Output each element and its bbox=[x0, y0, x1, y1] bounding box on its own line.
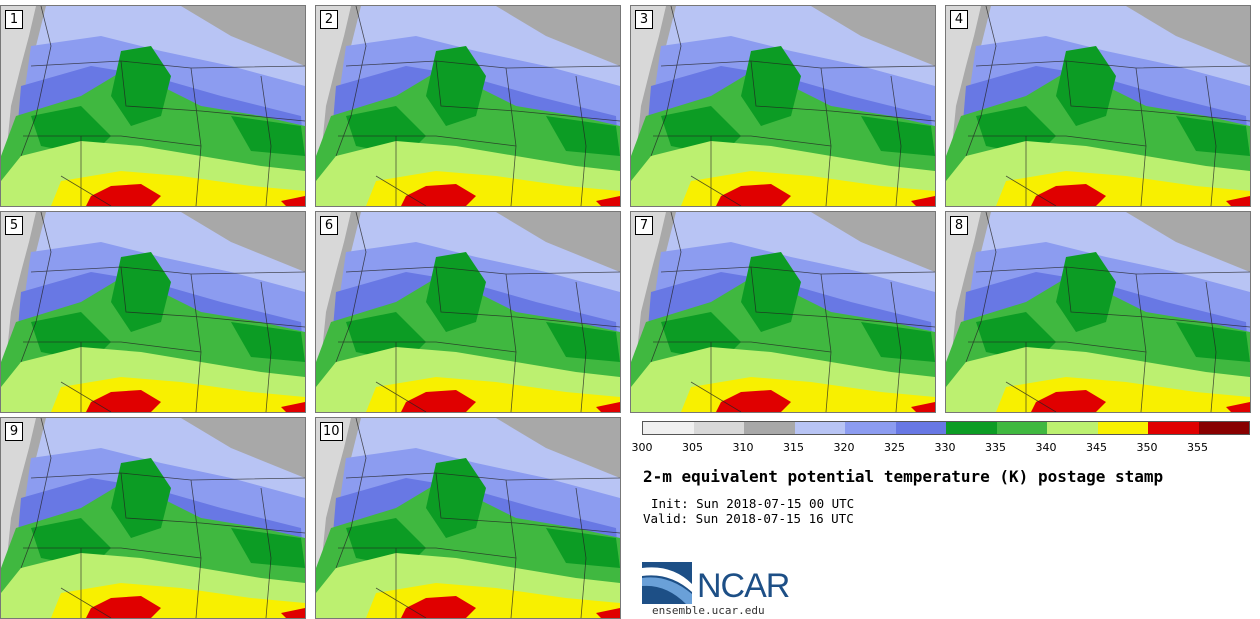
map-6 bbox=[316, 212, 620, 412]
map-2 bbox=[316, 6, 620, 206]
stamp-number: 2 bbox=[320, 10, 338, 29]
colorbar-tick-label: 315 bbox=[783, 441, 804, 454]
colorbar-segment bbox=[643, 422, 694, 434]
valid-time: Valid: Sun 2018-07-15 16 UTC bbox=[643, 511, 854, 526]
stamp-number: 7 bbox=[635, 216, 653, 235]
map-9 bbox=[1, 418, 305, 618]
stamp-panel-6: 6 bbox=[315, 211, 621, 413]
colorbar-tick-label: 305 bbox=[682, 441, 703, 454]
colorbar-tick-label: 300 bbox=[631, 441, 653, 454]
stamp-number: 8 bbox=[950, 216, 968, 235]
stamp-number: 6 bbox=[320, 216, 338, 235]
stamp-panel-8: 8 bbox=[945, 211, 1251, 413]
colorbar-tick-label: 355 bbox=[1187, 441, 1208, 454]
colorbar-segment bbox=[1148, 422, 1199, 434]
colorbar-segment bbox=[794, 422, 845, 434]
map-1 bbox=[1, 6, 305, 206]
colorbar-segment bbox=[946, 422, 997, 434]
colorbar-tick-label: 330 bbox=[934, 441, 956, 454]
stamp-panel-7: 7 bbox=[630, 211, 936, 413]
colorbar-segment bbox=[996, 422, 1047, 434]
ncar-logo-text: NCAR bbox=[697, 567, 790, 605]
stamp-panel-1: 1 bbox=[0, 5, 306, 207]
stamp-panel-10: 10 bbox=[315, 417, 621, 619]
colorbar-tick-label: 320 bbox=[833, 441, 855, 454]
stamp-panel-9: 9 bbox=[0, 417, 306, 619]
stamp-number: 9 bbox=[5, 422, 23, 441]
colorbar-segment bbox=[693, 422, 744, 434]
colorbar-tick-label: 350 bbox=[1136, 441, 1158, 454]
stamp-number: 1 bbox=[5, 10, 23, 29]
map-10 bbox=[316, 418, 620, 618]
init-time: Init: Sun 2018-07-15 00 UTC bbox=[651, 496, 855, 511]
stamp-number: 10 bbox=[320, 422, 343, 441]
stamp-number: 5 bbox=[5, 216, 23, 235]
map-3 bbox=[631, 6, 935, 206]
site-url: ensemble.ucar.edu bbox=[652, 604, 765, 617]
colorbar-segment bbox=[744, 422, 795, 434]
stamp-number: 3 bbox=[635, 10, 653, 29]
colorbar-segment bbox=[1097, 422, 1148, 434]
colorbar bbox=[642, 421, 1250, 435]
colorbar-segment bbox=[895, 422, 946, 434]
colorbar-segment bbox=[1047, 422, 1098, 434]
stamp-panel-4: 4 bbox=[945, 5, 1251, 207]
colorbar-tick-label: 310 bbox=[732, 441, 754, 454]
map-5 bbox=[1, 212, 305, 412]
colorbar-segment bbox=[1198, 422, 1249, 434]
map-8 bbox=[946, 212, 1250, 412]
colorbar-ticks: 300 305 310 315 320 325 330 335 340 345 350 355 bbox=[632, 441, 1248, 455]
map-4 bbox=[946, 6, 1250, 206]
stamp-number: 4 bbox=[950, 10, 968, 29]
stamp-panel-5: 5 bbox=[0, 211, 306, 413]
colorbar-tick-label: 335 bbox=[985, 441, 1006, 454]
stamp-panel-3: 3 bbox=[630, 5, 936, 207]
colorbar-tick-label: 325 bbox=[884, 441, 905, 454]
chart-title: 2-m equivalent potential temperature (K)… bbox=[643, 467, 1164, 486]
map-7 bbox=[631, 212, 935, 412]
stamp-panel-2: 2 bbox=[315, 5, 621, 207]
colorbar-tick-label: 340 bbox=[1035, 441, 1057, 454]
ncar-logo-icon bbox=[642, 562, 692, 604]
colorbar-tick-label: 345 bbox=[1086, 441, 1107, 454]
colorbar-segment bbox=[845, 422, 896, 434]
